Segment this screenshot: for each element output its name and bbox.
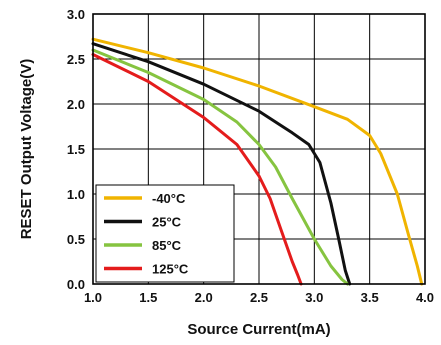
legend-label: -40°C: [152, 191, 186, 206]
y-tick-label: 2.5: [67, 52, 85, 67]
series-line-2: [91, 48, 349, 286]
x-axis-title: Source Current(mA): [187, 321, 330, 338]
legend: -40°C 25°C 85°C 125°C: [95, 184, 235, 283]
series-line-3: [91, 53, 303, 286]
legend-label: 125°C: [152, 262, 189, 277]
x-tick-label: 3.0: [305, 290, 323, 305]
legend-label: 85°C: [152, 238, 182, 253]
y-tick-label: 0.5: [67, 232, 85, 247]
y-tick-labels: 0.0 0.5 1.0 1.5 2.0 2.5 3.0: [67, 7, 85, 292]
y-tick-label: 0.0: [67, 277, 85, 292]
series-line-1: [91, 42, 352, 286]
y-tick-label: 1.5: [67, 142, 85, 157]
y-tick-label: 2.0: [67, 97, 85, 112]
series-lines: [91, 37, 424, 286]
x-tick-label: 1.5: [139, 290, 157, 305]
legend-box: [95, 184, 235, 283]
x-tick-label: 1.0: [84, 290, 102, 305]
x-tick-label: 2.0: [195, 290, 213, 305]
y-tick-label: 3.0: [67, 7, 85, 22]
x-tick-label: 3.5: [361, 290, 379, 305]
x-tick-label: 4.0: [416, 290, 434, 305]
series-line-0: [91, 37, 424, 286]
x-tick-label: 2.5: [250, 290, 268, 305]
legend-label: 25°C: [152, 215, 182, 230]
y-axis-title: RESET Output Voltage(V): [18, 59, 35, 240]
plot-frame: [92, 13, 426, 285]
y-tick-label: 1.0: [67, 187, 85, 202]
x-tick-labels: 1.0 1.5 2.0 2.5 3.0 3.5 4.0: [84, 290, 434, 305]
